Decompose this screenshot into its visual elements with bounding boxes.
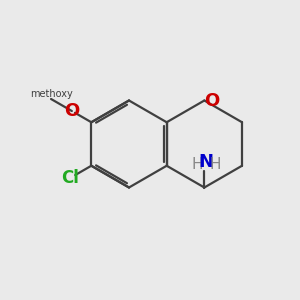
Text: N: N: [198, 153, 213, 171]
Text: Cl: Cl: [61, 169, 80, 187]
Text: methoxy: methoxy: [30, 89, 72, 100]
Text: H: H: [210, 157, 221, 172]
Text: O: O: [64, 102, 80, 120]
Text: H: H: [191, 157, 202, 172]
Text: O: O: [204, 92, 220, 110]
